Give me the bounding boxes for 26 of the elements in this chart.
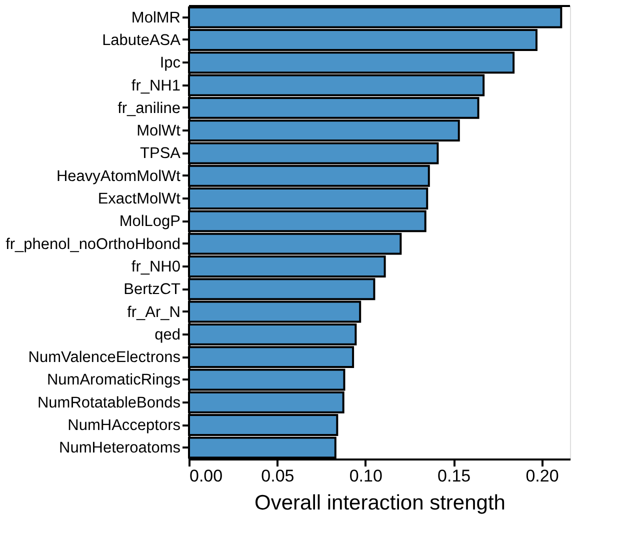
y-tick-label: MolLogP xyxy=(119,213,180,230)
y-tick-label: NumRotatableBonds xyxy=(37,394,181,412)
y-tick-label: ExactMolWt xyxy=(98,190,182,208)
y-tick-label: HeavyAtomMolWt xyxy=(56,168,182,185)
y-tick-label: fr_phenol_noOrthoHbond xyxy=(6,236,180,253)
y-tick-label: fr_Ar_N xyxy=(127,304,180,321)
y-tick-label: BertzCT xyxy=(124,281,182,298)
x-axis-title: Overall interaction strength xyxy=(254,492,506,514)
y-tick-label: qed xyxy=(154,326,180,344)
x-tick-label: 0.05 xyxy=(261,466,294,486)
x-tick-label: 0.00 xyxy=(190,466,223,486)
x-tick-label: 0.20 xyxy=(526,466,559,486)
x-tick-label: 0.15 xyxy=(438,466,471,486)
y-tick-label: fr_NH1 xyxy=(131,77,180,94)
y-tick-label: LabuteASA xyxy=(102,32,182,49)
y-tick-label: TPSA xyxy=(140,145,182,162)
y-tick-label: MolMR xyxy=(131,9,180,26)
y-tick-label: NumValenceElectrons xyxy=(28,349,181,366)
y-tick-label: NumHeteroatoms xyxy=(59,440,181,457)
y-tick-label: fr_aniline xyxy=(118,100,180,117)
y-tick-label: NumAromaticRings xyxy=(46,372,181,389)
y-tick-label: MolWt xyxy=(136,122,182,140)
y-tick-label: Ipc xyxy=(160,54,181,72)
y-tick-label: fr_NH0 xyxy=(131,258,181,276)
y-tick-label: NumHAcceptors xyxy=(68,417,181,434)
x-tick-label: 0.10 xyxy=(349,466,382,486)
